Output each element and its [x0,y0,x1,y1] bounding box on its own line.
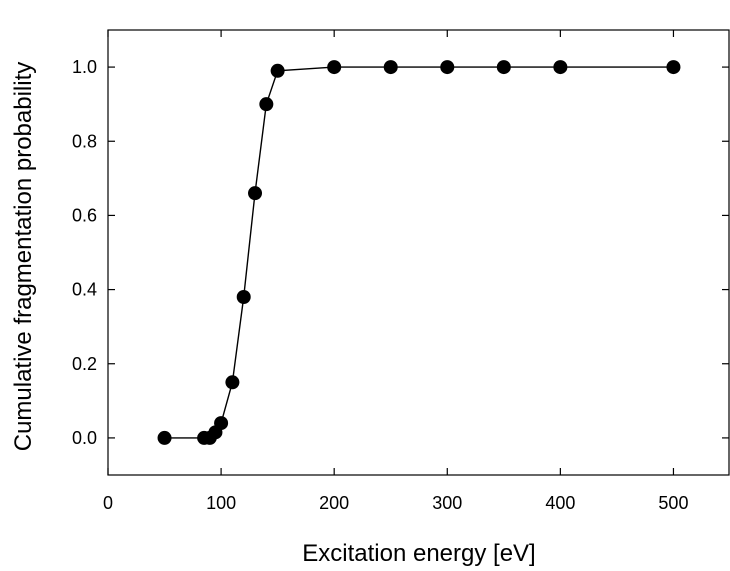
data-point [383,60,398,75]
data-point [270,63,285,78]
data-points [157,60,681,445]
y-tick-label: 0.0 [72,428,97,448]
plot-frame [107,29,730,476]
data-point [248,186,263,201]
x-tick-label: 300 [432,493,462,513]
y-tick-label: 0.4 [72,280,97,300]
data-point [259,97,274,112]
data-point [440,60,455,75]
x-axis-title: Excitation energy [eV] [302,540,535,567]
x-tick-label: 400 [545,493,575,513]
y-tick-label: 1.0 [72,57,97,77]
x-tick-label: 100 [206,493,236,513]
data-point [236,290,251,304]
data-point [553,60,568,75]
y-tick-label: 0.8 [72,131,97,151]
y-axis-ticks: 0.0 0.2 0.4 0.6 0.8 1.0 [72,57,729,448]
y-tick-label: 0.2 [72,354,97,374]
data-point [214,416,229,431]
data-point [157,430,172,445]
data-point [666,60,681,75]
x-tick-label: 0 [103,493,113,513]
data-point [225,375,240,390]
x-tick-label: 200 [319,493,349,513]
data-point [496,60,511,75]
x-tick-label: 500 [658,493,688,513]
y-tick-label: 0.6 [72,205,97,225]
y-axis-title: Cumulative fragmentation probability [10,62,37,452]
x-axis-ticks: 0 100 200 300 400 500 [103,30,688,513]
series-line [164,66,674,439]
data-point [327,60,342,75]
